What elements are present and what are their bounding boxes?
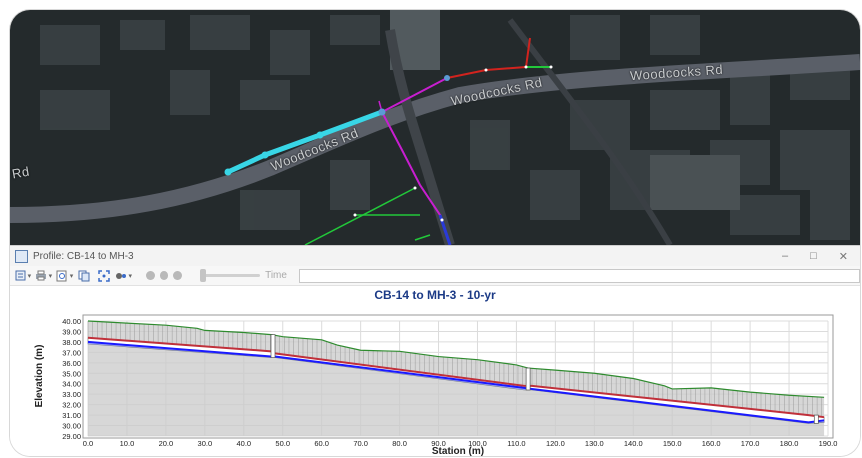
profile-plot[interactable]: 0.0 10.0 20.0 30.0 40.0 50.0 60.0 70.0 80.0 90.0 1… (10, 286, 860, 456)
plot-structures (270, 334, 819, 424)
pipe-green-1[interactable] (304, 187, 416, 245)
y-tick-label: 33.00 (62, 390, 81, 399)
chevron-down-icon[interactable]: ▾ (128, 272, 132, 280)
x-axis-ticks: 0.0 10.0 20.0 30.0 40.0 50.0 60.0 70.0 80.0 90.0 1… (83, 439, 838, 448)
play-icon[interactable] (145, 271, 155, 280)
manhole-structure (525, 367, 531, 391)
close-icon[interactable]: ✕ (838, 250, 848, 263)
road-label: Rd (10, 163, 31, 182)
x-tick-label: 170.0 (741, 439, 760, 448)
pipe-green-3[interactable] (414, 234, 431, 241)
x-tick-label: 30.0 (198, 439, 213, 448)
x-axis-title: Station (m) (432, 446, 484, 456)
x-tick-label: 140.0 (624, 439, 643, 448)
y-tick-label: 39.00 (62, 327, 81, 336)
x-tick-label: 190.0 (819, 439, 838, 448)
side-road (385, 29, 455, 245)
ground-line (87, 320, 825, 398)
profile-window-titlebar[interactable]: Profile: CB-14 to MH-3 – □ ✕ (10, 245, 860, 266)
export-icon[interactable] (14, 270, 27, 282)
x-tick-label: 20.0 (159, 439, 174, 448)
x-tick-label: 150.0 (663, 439, 682, 448)
stop-icon[interactable] (173, 271, 183, 280)
y-tick-label: 32.00 (62, 401, 81, 410)
y-tick-label: 35.00 (62, 369, 81, 378)
chart-title: CB-14 to MH-3 - 10-yr (374, 288, 496, 302)
manhole-structure (813, 414, 819, 424)
chevron-down-icon[interactable]: ▾ (27, 272, 32, 280)
x-tick-label: 130.0 (585, 439, 604, 448)
y-tick-label: 31.00 (62, 411, 81, 420)
back-road (507, 18, 673, 245)
manhole-structure (270, 334, 276, 358)
x-tick-label: 180.0 (780, 439, 799, 448)
fit-extent-icon[interactable] (98, 269, 111, 282)
map-view[interactable]: Woodcocks Rd Woodcocks Rd Woodcocks Rd R… (10, 10, 860, 245)
minimize-icon[interactable]: – (782, 249, 789, 262)
x-tick-label: 60.0 (314, 439, 329, 448)
window-title: Profile: CB-14 to MH-3 (33, 250, 134, 262)
x-tick-label: 80.0 (392, 439, 407, 448)
pause-icon[interactable] (159, 271, 169, 280)
y-tick-label: 37.00 (62, 348, 81, 357)
x-tick-label: 40.0 (236, 439, 251, 448)
map-nodes[interactable] (224, 65, 553, 222)
chevron-down-icon[interactable]: ▾ (48, 272, 53, 280)
x-tick-label: 120.0 (546, 439, 565, 448)
y-axis-title: Elevation (m) (34, 345, 45, 408)
y-tick-label: 38.00 (62, 338, 81, 347)
woodcocks-road (10, 54, 860, 223)
profile-chart[interactable]: CB-14 to MH-3 - 10-yr 0.0 10.0 20.0 30.0 40.… (10, 286, 860, 456)
map-building-roof (650, 155, 740, 210)
x-tick-label: 110.0 (507, 439, 525, 448)
x-tick-label: 100.0 (468, 439, 487, 448)
time-label: Time (265, 270, 287, 281)
map-canvas[interactable] (10, 10, 860, 245)
print-icon[interactable] (35, 270, 48, 282)
selected-pipe[interactable] (226, 109, 383, 175)
water-fill (88, 341, 825, 424)
pipe-red-branch[interactable] (525, 37, 531, 68)
x-tick-label: 160.0 (702, 439, 721, 448)
x-tick-label: 10.0 (120, 439, 135, 448)
x-tick-label: 90.0 (431, 439, 446, 448)
y-tick-label: 29.00 (62, 432, 81, 441)
time-field[interactable] (298, 268, 860, 283)
profile-toolbar: ▾ ▾ ▾ ▾ Time (10, 266, 860, 286)
y-tick-label: 30.00 (62, 422, 81, 431)
chevron-down-icon[interactable]: ▾ (69, 272, 74, 280)
time-slider-thumb[interactable] (200, 269, 207, 282)
pipe-magenta[interactable] (381, 77, 448, 113)
app-window: Woodcocks Rd Woodcocks Rd Woodcocks Rd R… (10, 10, 860, 456)
y-tick-label: 36.00 (62, 359, 81, 368)
zoom-icon[interactable] (56, 270, 69, 282)
settings-icon[interactable] (114, 270, 127, 282)
y-tick-label: 34.00 (62, 380, 81, 389)
maximize-icon[interactable]: □ (810, 249, 817, 262)
y-tick-label: 40.00 (62, 317, 81, 326)
x-tick-label: 50.0 (275, 439, 290, 448)
profile-app-icon (15, 249, 28, 263)
x-tick-label: 0.0 (83, 439, 93, 448)
x-tick-label: 70.0 (353, 439, 368, 448)
time-slider[interactable] (200, 269, 261, 282)
copy-icon[interactable] (77, 270, 90, 282)
